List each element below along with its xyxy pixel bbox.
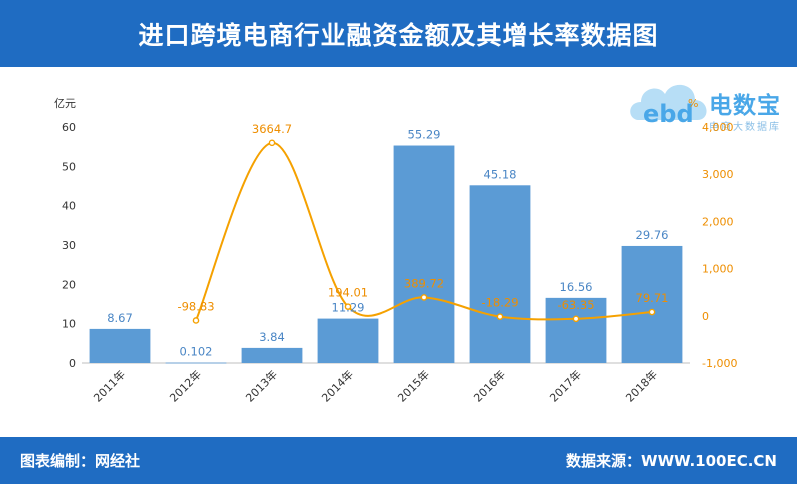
x-tick-label: 2015年 [395, 367, 432, 404]
brand-name: 电数宝 [709, 93, 781, 119]
bar [165, 362, 227, 364]
line-point [420, 294, 428, 301]
x-tick-label: 2012年 [167, 367, 204, 404]
line-point [648, 308, 656, 316]
bar-value-label: 29.76 [636, 228, 669, 242]
bar [89, 328, 151, 363]
footer-source: 数据来源：WWW.100EC.CN [566, 452, 777, 470]
svg-text:ebd: ebd [643, 100, 694, 128]
bar-value-label: 8.67 [107, 311, 133, 325]
y-left-unit: 亿元 [54, 97, 76, 110]
y-left-tick-label: 30 [62, 239, 76, 252]
combo-chart: 0 10 20 30 40 50 60 亿元 -1,000 0 1,000 2,000 3,000 4,0… [54, 97, 737, 405]
y-left-tick-label: 20 [62, 278, 76, 291]
bar-value-label: 0.102 [180, 345, 213, 359]
y-right-unit: % [688, 97, 698, 110]
y-left-tick-label: 0 [69, 357, 76, 370]
y-left-tick-label: 10 [62, 318, 76, 331]
x-tick-label: 2013年 [243, 367, 280, 404]
y-right-tick-label: 1,000 [702, 263, 734, 276]
bar-value-label: 3.84 [259, 330, 285, 344]
growth-rate-line [195, 141, 653, 321]
bar [469, 185, 531, 363]
bar-value-label: 45.18 [484, 167, 517, 181]
line-value-label: -18.29 [481, 296, 518, 310]
x-tick-label: 2011年 [91, 367, 128, 404]
brand-logo: ebd 电数宝 电商大数据库 [625, 72, 795, 134]
line-value-label: 79.71 [636, 291, 669, 305]
line-point [572, 315, 580, 323]
y-left-tick-label: 50 [62, 160, 76, 173]
bar-value-label: 16.56 [560, 280, 593, 294]
y-right-tick-label: 2,000 [702, 215, 734, 228]
bar [545, 297, 607, 363]
bars-layer [89, 145, 683, 364]
line-value-label: -98.83 [177, 299, 214, 313]
line-value-label: -63.35 [557, 298, 594, 312]
y-left-tick-label: 60 [62, 121, 76, 134]
labels-layer: 8.67 0.102 3.84 11.29 55.29 45.18 16.56 29.76 -9… [107, 122, 668, 359]
y-right-tick-label: -1,000 [702, 357, 737, 370]
cloud-logo-icon: ebd [630, 84, 707, 128]
line-point [344, 303, 352, 310]
line-point [268, 139, 276, 147]
bar [393, 145, 455, 363]
bar [241, 347, 303, 363]
x-tick-label: 2014年 [319, 367, 356, 404]
x-tick-label: 2018年 [623, 367, 660, 404]
line-point [496, 313, 504, 320]
bar-value-label: 55.29 [408, 128, 441, 142]
chart-title: 进口跨境电商行业融资金额及其增长率数据图 [138, 20, 659, 50]
brand-tagline: 电商大数据库 [709, 122, 781, 133]
footer-credit: 图表编制：网经社 [20, 452, 141, 470]
x-tick-label: 2016年 [471, 367, 508, 404]
chart-header: 进口跨境电商行业融资金额及其增长率数据图 [0, 0, 797, 67]
bar [621, 245, 683, 363]
line-value-label: 3664.7 [252, 122, 292, 136]
line-layer [192, 139, 656, 324]
y-right-tick-label: 4,000 [702, 121, 734, 134]
line-point [192, 317, 200, 324]
bar-value-label: 11.29 [332, 301, 365, 315]
x-tick-label: 2017年 [547, 367, 584, 404]
y-right-tick-label: 0 [702, 310, 709, 323]
bar [317, 318, 379, 363]
line-value-label: 194.01 [328, 286, 368, 300]
line-value-label: 389.72 [404, 276, 444, 290]
y-right-tick-label: 3,000 [702, 168, 734, 181]
y-left-tick-label: 40 [62, 200, 76, 213]
chart-footer: 图表编制：网经社 数据来源：WWW.100EC.CN [0, 437, 797, 484]
